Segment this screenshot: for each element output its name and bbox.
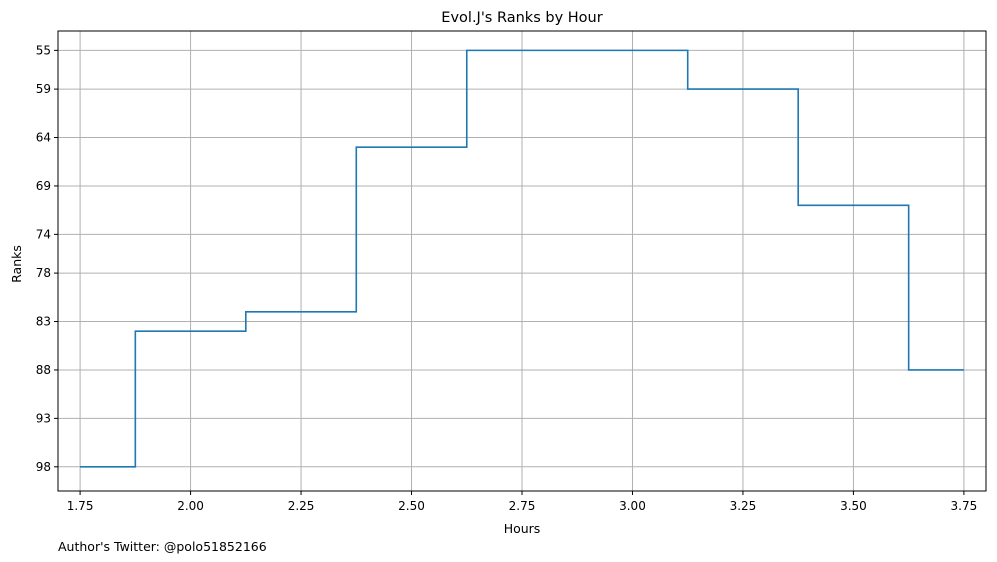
chart-title: Evol.J's Ranks by Hour (441, 10, 602, 26)
x-tick-label: 2.25 (288, 499, 315, 513)
y-tick-label: 69 (36, 179, 51, 193)
series (80, 49, 964, 468)
y-axis: 55 59 64 69 74 78 83 88 93 98 (36, 43, 58, 474)
y-tick-label: 78 (36, 266, 51, 280)
x-tick-label: 1.75 (67, 499, 94, 513)
author-twitter: Author's Twitter: @polo51852166 (58, 539, 267, 554)
x-tick-label: 2.75 (509, 499, 536, 513)
rank-step-line (80, 49, 964, 468)
x-tick-label: 2.00 (177, 499, 204, 513)
y-tick-label: 98 (36, 460, 51, 474)
y-axis-label: Ranks (9, 245, 24, 283)
x-axis: 1.75 2.00 2.25 2.50 2.75 3.00 3.25 3.50 3.75 (67, 491, 978, 513)
y-tick-label: 74 (36, 227, 51, 241)
y-tick-label: 59 (36, 82, 51, 96)
x-tick-label: 3.25 (730, 499, 757, 513)
y-tick-label: 64 (36, 131, 51, 145)
y-tick-label: 55 (36, 43, 51, 57)
x-tick-label: 3.00 (619, 499, 646, 513)
x-axis-label: Hours (504, 521, 541, 536)
grid (58, 31, 986, 491)
y-tick-label: 83 (36, 315, 51, 329)
y-tick-label: 88 (36, 363, 51, 377)
y-tick-label: 93 (36, 411, 51, 425)
x-tick-label: 3.75 (951, 499, 978, 513)
x-tick-label: 2.50 (398, 499, 425, 513)
x-tick-label: 3.50 (840, 499, 867, 513)
